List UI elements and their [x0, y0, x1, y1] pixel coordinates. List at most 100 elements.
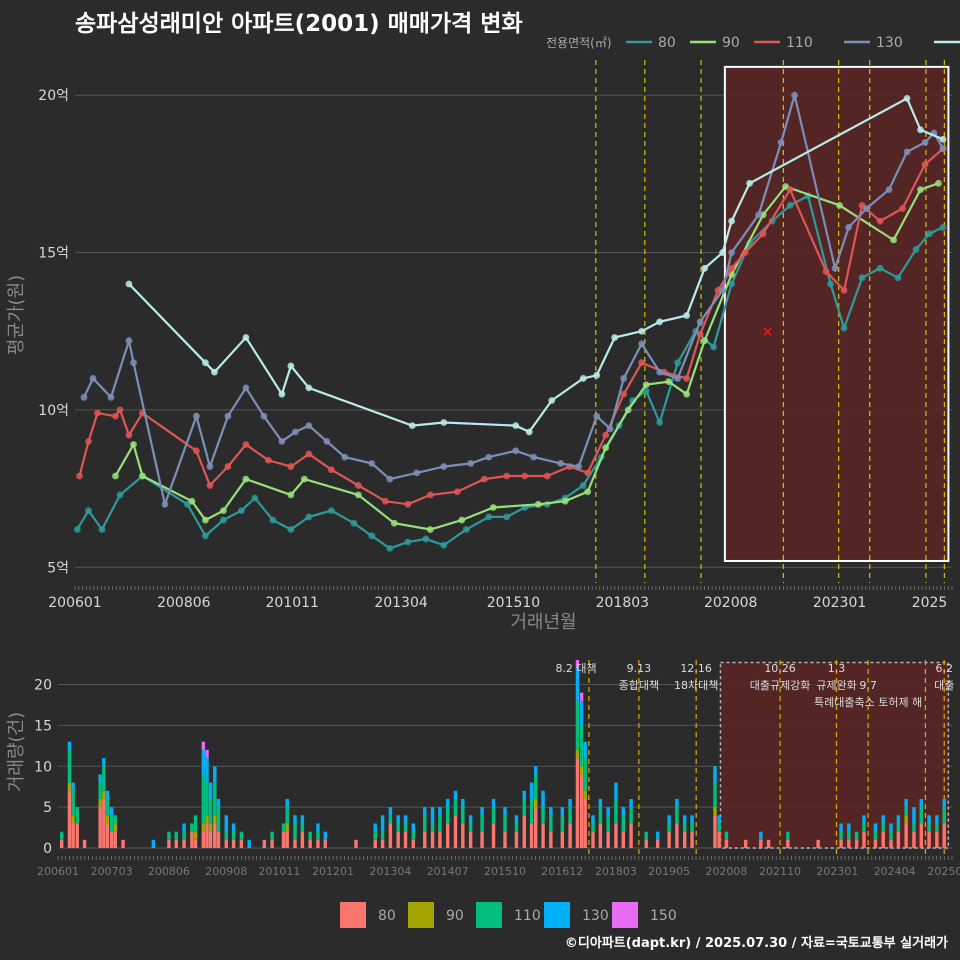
- data-point-150: [408, 422, 416, 430]
- bar-segment-80: [503, 831, 507, 848]
- bar-segment-110: [889, 831, 893, 840]
- data-point-80: [238, 507, 245, 515]
- bar-segment-80: [942, 823, 946, 848]
- bar-segment-90: [208, 823, 213, 832]
- bar-segment-80: [213, 823, 217, 848]
- bar-segment-110: [598, 807, 603, 824]
- data-point-110: [354, 482, 362, 489]
- bar-segment-130: [675, 798, 679, 808]
- data-point-130: [386, 475, 394, 483]
- data-point-110: [112, 412, 119, 420]
- bar-segment-130: [717, 815, 721, 824]
- bar-segment-80: [759, 839, 763, 848]
- data-point-90: [139, 472, 146, 480]
- bar-segment-90: [583, 790, 587, 799]
- data-point-90: [300, 475, 308, 483]
- bar-segment-130: [591, 815, 595, 824]
- data-point-130: [323, 437, 331, 445]
- policy-annotation: 특례대출축소 토허제 해: [814, 695, 922, 709]
- data-point-110: [94, 409, 101, 417]
- data-point-90: [287, 491, 295, 499]
- data-point-90: [642, 381, 650, 389]
- data-point-150: [701, 264, 709, 272]
- data-point-150: [242, 334, 250, 341]
- bar-segment-80: [231, 839, 236, 848]
- bar-segment-110: [208, 798, 213, 824]
- bar-segment-80: [598, 823, 603, 848]
- bar-segment-80: [904, 823, 908, 848]
- bar-segment-130: [213, 766, 217, 783]
- data-point-90: [489, 504, 497, 511]
- bar-segment-130: [102, 758, 106, 767]
- bar-segment-80: [208, 831, 213, 848]
- bar-segment-130: [480, 807, 484, 816]
- policy-annotation: 대출규제강화: [750, 679, 811, 692]
- bar-segment-130: [430, 807, 435, 824]
- bar-segment-150: [575, 660, 580, 669]
- bar-segment-110: [231, 831, 236, 840]
- outlier-marker: ×: [762, 324, 774, 340]
- data-point-90: [220, 507, 227, 515]
- data-point-130: [620, 375, 628, 382]
- data-point-150: [593, 371, 601, 379]
- data-point-110: [381, 497, 389, 505]
- bar-segment-90: [904, 815, 908, 824]
- bar-segment-80: [316, 839, 320, 848]
- data-point-80: [926, 230, 933, 238]
- bar-segment-80: [82, 839, 87, 848]
- data-point-130: [413, 469, 421, 477]
- bar-segment-80: [373, 839, 377, 848]
- bar-segment-80: [621, 831, 626, 848]
- bar-x-tick-label: 201803: [595, 865, 637, 878]
- data-point-130: [193, 412, 200, 420]
- bar-segment-130: [713, 766, 717, 783]
- bar-x-tick-label: 201510: [484, 865, 526, 878]
- bar-segment-80: [293, 839, 297, 848]
- data-point-130: [130, 359, 137, 367]
- bar-segment-110: [67, 749, 72, 783]
- bar-segment-90: [579, 766, 584, 775]
- bar-segment-80: [912, 831, 916, 848]
- bar-segment-80: [109, 831, 114, 848]
- bar-segment-80: [216, 831, 221, 848]
- bar-segment-110: [579, 725, 584, 767]
- bar-segment-80: [896, 831, 901, 848]
- bar-segment-110: [102, 766, 106, 791]
- data-point-80: [251, 494, 259, 502]
- bar-segment-130: [583, 741, 587, 759]
- bar-legend-label-110: 110: [514, 908, 541, 924]
- bar-segment-90: [193, 831, 198, 840]
- data-point-110: [584, 469, 592, 477]
- bar-segment-130: [847, 823, 851, 832]
- bar-segment-110: [109, 815, 114, 832]
- y-tick-label: 5억: [47, 560, 69, 576]
- data-point-110: [786, 186, 794, 194]
- bar-x-tick-label: 202301: [816, 865, 858, 878]
- bar-segment-110: [935, 823, 939, 832]
- bar-segment-80: [873, 839, 878, 848]
- data-point-130: [485, 453, 493, 461]
- bar-segment-80: [935, 831, 939, 848]
- data-point-80: [710, 343, 718, 351]
- data-point-130: [696, 318, 704, 326]
- data-point-90: [426, 526, 434, 533]
- data-point-110: [638, 359, 646, 367]
- data-point-110: [620, 390, 628, 398]
- bar-segment-110: [213, 782, 217, 816]
- bar-x-tick-label: 201905: [648, 865, 690, 878]
- data-point-130: [903, 148, 911, 156]
- bar-segment-80: [461, 823, 465, 848]
- bar-segment-80: [591, 831, 595, 848]
- source-credit: ©디아파트(dapt.kr) / 2025.07.30 / 자료=국토교통부 실…: [564, 936, 948, 951]
- bar-segment-130: [380, 815, 385, 832]
- bar-segment-110: [182, 831, 186, 840]
- bar-segment-130: [889, 823, 893, 832]
- data-point-90: [624, 406, 632, 414]
- bar-segment-130: [67, 741, 72, 750]
- bar-segment-80: [560, 831, 565, 848]
- bar-x-tick-label: 201612: [541, 865, 583, 878]
- data-point-110: [899, 205, 906, 212]
- data-point-130: [305, 422, 313, 430]
- bar-segment-80: [549, 831, 553, 848]
- data-point-80: [674, 359, 682, 367]
